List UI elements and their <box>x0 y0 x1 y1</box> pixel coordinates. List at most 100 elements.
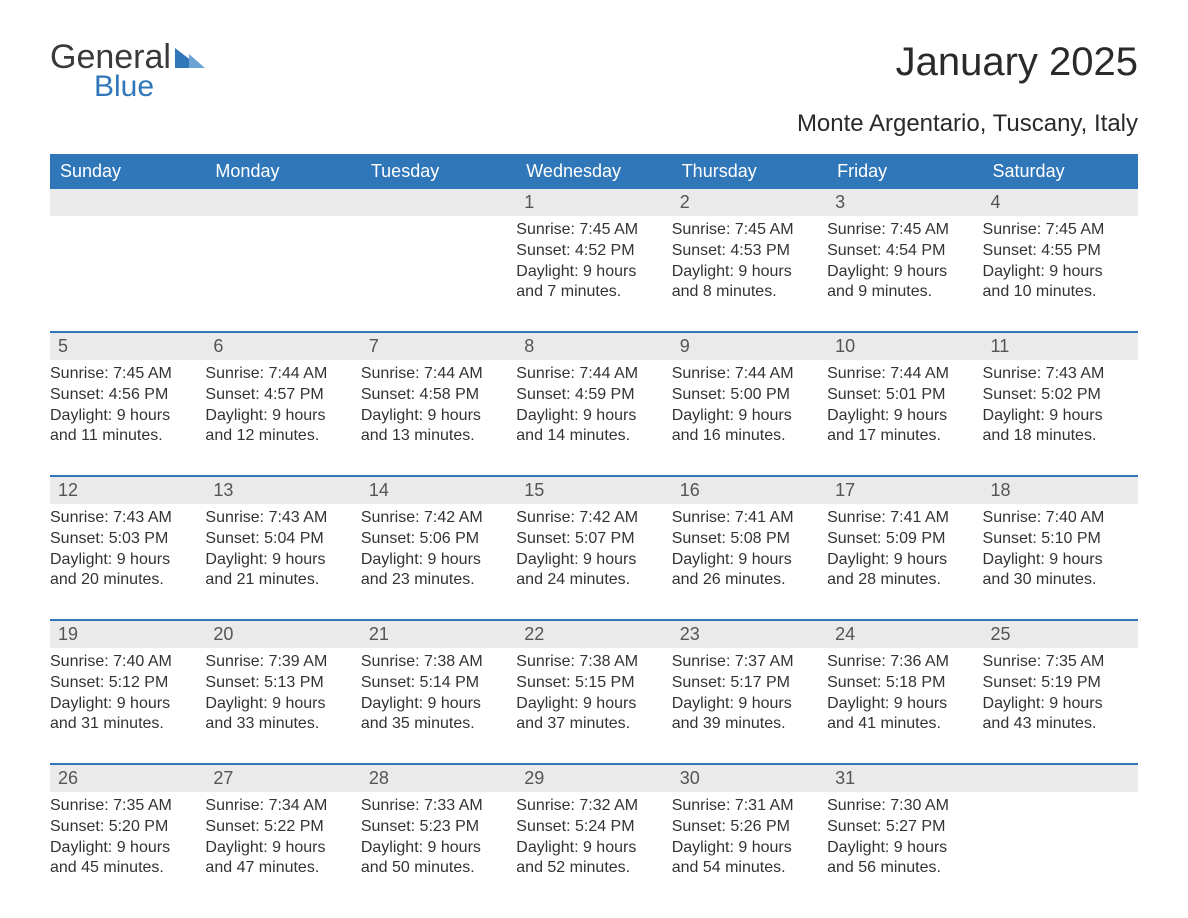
day-line: and 28 minutes. <box>827 570 982 591</box>
day-line: Daylight: 9 hours <box>50 406 205 427</box>
day-line: Sunrise: 7:43 AM <box>983 364 1138 385</box>
day-line: Sunset: 4:53 PM <box>672 241 827 262</box>
day-line: Sunrise: 7:39 AM <box>205 652 360 673</box>
day-number: 17 <box>827 477 982 504</box>
calendar-day: 17Sunrise: 7:41 AMSunset: 5:09 PMDayligh… <box>827 477 982 609</box>
day-body: Sunrise: 7:45 AMSunset: 4:56 PMDaylight:… <box>50 360 205 447</box>
day-body: Sunrise: 7:44 AMSunset: 4:59 PMDaylight:… <box>516 360 671 447</box>
day-line: Daylight: 9 hours <box>361 406 516 427</box>
day-number: 12 <box>50 477 205 504</box>
day-line: and 10 minutes. <box>983 282 1138 303</box>
day-line: Sunset: 4:57 PM <box>205 385 360 406</box>
calendar-day: 13Sunrise: 7:43 AMSunset: 5:04 PMDayligh… <box>205 477 360 609</box>
day-line: Sunset: 5:03 PM <box>50 529 205 550</box>
calendar-day <box>361 189 516 321</box>
day-number: 16 <box>672 477 827 504</box>
day-line: and 8 minutes. <box>672 282 827 303</box>
day-number: 13 <box>205 477 360 504</box>
day-line: Daylight: 9 hours <box>983 550 1138 571</box>
day-body: Sunrise: 7:38 AMSunset: 5:14 PMDaylight:… <box>361 648 516 735</box>
calendar-day: 12Sunrise: 7:43 AMSunset: 5:03 PMDayligh… <box>50 477 205 609</box>
day-number: 29 <box>516 765 671 792</box>
calendar-day: 22Sunrise: 7:38 AMSunset: 5:15 PMDayligh… <box>516 621 671 753</box>
day-body: Sunrise: 7:33 AMSunset: 5:23 PMDaylight:… <box>361 792 516 879</box>
calendar-day: 8Sunrise: 7:44 AMSunset: 4:59 PMDaylight… <box>516 333 671 465</box>
calendar-day <box>50 189 205 321</box>
calendar-day: 25Sunrise: 7:35 AMSunset: 5:19 PMDayligh… <box>983 621 1138 753</box>
page-title: January 2025 <box>896 40 1138 85</box>
day-body: Sunrise: 7:43 AMSunset: 5:03 PMDaylight:… <box>50 504 205 591</box>
day-body: Sunrise: 7:38 AMSunset: 5:15 PMDaylight:… <box>516 648 671 735</box>
day-line: Daylight: 9 hours <box>672 550 827 571</box>
day-line: Daylight: 9 hours <box>827 406 982 427</box>
day-line: Sunset: 5:02 PM <box>983 385 1138 406</box>
day-line: Sunrise: 7:42 AM <box>516 508 671 529</box>
calendar-day: 20Sunrise: 7:39 AMSunset: 5:13 PMDayligh… <box>205 621 360 753</box>
day-line: Daylight: 9 hours <box>205 550 360 571</box>
day-line: Sunset: 5:26 PM <box>672 817 827 838</box>
day-line: Sunset: 5:17 PM <box>672 673 827 694</box>
logo: General Blue <box>50 40 205 104</box>
day-number <box>205 189 360 216</box>
day-line: Sunrise: 7:35 AM <box>983 652 1138 673</box>
day-body <box>361 216 516 220</box>
logo-flag-icon <box>175 46 205 73</box>
day-line: and 20 minutes. <box>50 570 205 591</box>
day-line: Sunset: 5:09 PM <box>827 529 982 550</box>
day-line: Daylight: 9 hours <box>50 550 205 571</box>
day-line: Sunset: 5:19 PM <box>983 673 1138 694</box>
column-header: Saturday <box>983 154 1138 189</box>
day-body: Sunrise: 7:35 AMSunset: 5:20 PMDaylight:… <box>50 792 205 879</box>
calendar-day: 31Sunrise: 7:30 AMSunset: 5:27 PMDayligh… <box>827 765 982 897</box>
day-line: Daylight: 9 hours <box>827 550 982 571</box>
day-body <box>983 792 1138 796</box>
day-line: and 50 minutes. <box>361 858 516 879</box>
day-line: and 41 minutes. <box>827 714 982 735</box>
day-line: Daylight: 9 hours <box>205 838 360 859</box>
day-body: Sunrise: 7:44 AMSunset: 4:58 PMDaylight:… <box>361 360 516 447</box>
day-line: Sunset: 5:14 PM <box>361 673 516 694</box>
day-line: Sunrise: 7:36 AM <box>827 652 982 673</box>
day-line: and 47 minutes. <box>205 858 360 879</box>
day-body: Sunrise: 7:43 AMSunset: 5:04 PMDaylight:… <box>205 504 360 591</box>
day-line: Sunrise: 7:44 AM <box>361 364 516 385</box>
day-line: and 39 minutes. <box>672 714 827 735</box>
day-body: Sunrise: 7:35 AMSunset: 5:19 PMDaylight:… <box>983 648 1138 735</box>
day-line: and 18 minutes. <box>983 426 1138 447</box>
day-line: Daylight: 9 hours <box>50 838 205 859</box>
day-line: and 17 minutes. <box>827 426 982 447</box>
day-line: Sunset: 4:55 PM <box>983 241 1138 262</box>
calendar-day <box>205 189 360 321</box>
day-line: Sunrise: 7:45 AM <box>672 220 827 241</box>
day-line: and 56 minutes. <box>827 858 982 879</box>
day-line: and 31 minutes. <box>50 714 205 735</box>
day-line: Daylight: 9 hours <box>516 262 671 283</box>
calendar-day: 14Sunrise: 7:42 AMSunset: 5:06 PMDayligh… <box>361 477 516 609</box>
day-body: Sunrise: 7:30 AMSunset: 5:27 PMDaylight:… <box>827 792 982 879</box>
day-number: 21 <box>361 621 516 648</box>
day-line: Sunrise: 7:43 AM <box>50 508 205 529</box>
day-line: Daylight: 9 hours <box>205 694 360 715</box>
day-line: Sunrise: 7:37 AM <box>672 652 827 673</box>
day-body: Sunrise: 7:41 AMSunset: 5:09 PMDaylight:… <box>827 504 982 591</box>
day-line: Sunset: 5:18 PM <box>827 673 982 694</box>
day-number: 26 <box>50 765 205 792</box>
day-line: Daylight: 9 hours <box>361 550 516 571</box>
calendar-day: 5Sunrise: 7:45 AMSunset: 4:56 PMDaylight… <box>50 333 205 465</box>
day-line: Sunrise: 7:33 AM <box>361 796 516 817</box>
day-line: Sunset: 5:12 PM <box>50 673 205 694</box>
day-body: Sunrise: 7:42 AMSunset: 5:06 PMDaylight:… <box>361 504 516 591</box>
day-line: Daylight: 9 hours <box>516 838 671 859</box>
day-number: 23 <box>672 621 827 648</box>
calendar-day: 27Sunrise: 7:34 AMSunset: 5:22 PMDayligh… <box>205 765 360 897</box>
calendar-day: 18Sunrise: 7:40 AMSunset: 5:10 PMDayligh… <box>983 477 1138 609</box>
day-line: and 7 minutes. <box>516 282 671 303</box>
day-body: Sunrise: 7:44 AMSunset: 4:57 PMDaylight:… <box>205 360 360 447</box>
day-number: 7 <box>361 333 516 360</box>
calendar-day: 6Sunrise: 7:44 AMSunset: 4:57 PMDaylight… <box>205 333 360 465</box>
calendar: SundayMondayTuesdayWednesdayThursdayFrid… <box>50 154 1138 897</box>
calendar-day: 21Sunrise: 7:38 AMSunset: 5:14 PMDayligh… <box>361 621 516 753</box>
day-number: 6 <box>205 333 360 360</box>
calendar-day: 30Sunrise: 7:31 AMSunset: 5:26 PMDayligh… <box>672 765 827 897</box>
day-line: Daylight: 9 hours <box>983 406 1138 427</box>
